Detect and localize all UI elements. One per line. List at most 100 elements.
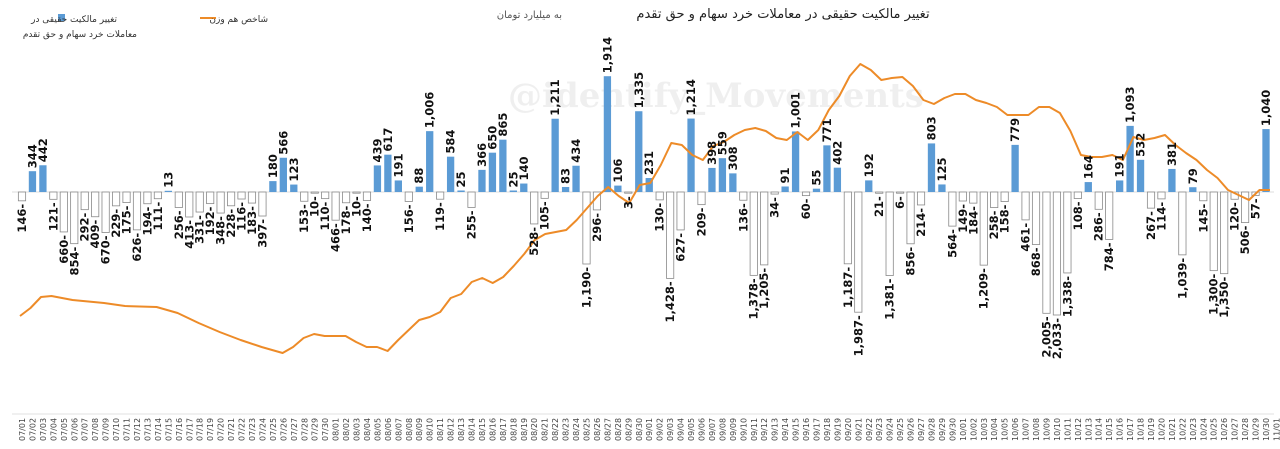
x-tick-label: 10/23 <box>1189 418 1198 441</box>
bar-value-label: 267- <box>1144 211 1158 240</box>
x-tick-label: 08/02 <box>342 418 351 441</box>
bar-value-label: 1,001 <box>789 92 803 128</box>
bar <box>478 169 486 192</box>
index-line-path <box>19 63 1270 354</box>
x-tick-label: 07/01 <box>18 418 27 441</box>
x-tick-label: 07/26 <box>279 418 288 441</box>
x-tick-label: 08/23 <box>562 418 571 441</box>
bar <box>91 191 100 218</box>
x-tick-label: 09/18 <box>823 418 832 441</box>
bar <box>823 145 831 192</box>
x-tick-label: 07/19 <box>206 418 215 441</box>
bar <box>520 183 528 192</box>
x-tick-label: 08/28 <box>614 418 623 441</box>
bar <box>1241 191 1250 224</box>
bar <box>122 191 131 203</box>
bar <box>1146 191 1156 209</box>
bar-value-label: 1,378- <box>747 278 761 319</box>
bar-value-label: 83 <box>559 168 573 184</box>
bar-value-label: 409- <box>88 220 102 249</box>
bar <box>436 191 445 200</box>
bar-value-label: 413- <box>182 220 196 249</box>
x-tick-label: 07/21 <box>227 418 236 441</box>
x-tick-label: 10/25 <box>1210 418 1219 441</box>
x-tick-label: 08/09 <box>415 418 424 441</box>
bar <box>687 118 695 192</box>
bar <box>708 167 716 192</box>
bar-value-label: 617 <box>381 128 395 152</box>
legend-line-label: شاخص هم وزن <box>209 15 268 25</box>
bar <box>979 191 988 266</box>
bar <box>875 191 884 194</box>
bar-value-label: 1,914 <box>600 37 614 73</box>
bar-value-label: 191 <box>1113 153 1127 177</box>
x-tick-label: 09/13 <box>771 418 780 441</box>
x-tick-label: 09/29 <box>938 418 947 441</box>
bar <box>310 191 319 194</box>
bar-value-label: 381 <box>1165 142 1179 166</box>
x-tick-label: 10/05 <box>1001 418 1010 441</box>
x-tick-label: 09/14 <box>781 418 790 441</box>
bar-value-label: 856- <box>904 247 918 276</box>
bar <box>509 190 517 192</box>
bar-value-label: 564- <box>945 229 959 258</box>
bar-value-labels: 146-344442121-660-854-292-409-670-229-17… <box>15 37 1273 359</box>
bar-value-label: 296- <box>590 213 604 242</box>
bar-value-label: 175- <box>120 205 134 234</box>
bar <box>655 191 664 201</box>
bar <box>247 191 257 204</box>
bar-value-label: 779 <box>1008 118 1022 142</box>
bar <box>865 180 873 192</box>
x-tick-label: 07/20 <box>217 418 226 441</box>
bar <box>112 191 121 207</box>
bar-value-label: 255- <box>465 210 479 239</box>
bar-value-label: 145- <box>1196 204 1210 233</box>
bar <box>1042 191 1051 314</box>
bar <box>1052 191 1061 316</box>
x-tick-label: 09/21 <box>854 418 863 441</box>
x-tick-label: 07/22 <box>238 418 247 441</box>
bar <box>216 191 225 214</box>
bar-value-label: 532 <box>1134 133 1148 157</box>
bar <box>1136 159 1145 192</box>
bar-value-label: 105- <box>538 201 552 230</box>
x-tick-label: 08/29 <box>624 418 633 441</box>
bar-value-label: 178- <box>339 206 353 235</box>
x-tick-label: 10/03 <box>980 418 989 441</box>
bar <box>101 191 110 233</box>
x-tick-label: 10/16 <box>1116 418 1125 441</box>
bar-value-label: 2,033- <box>1050 318 1064 359</box>
bar <box>132 191 142 231</box>
bar-value-label: 13 <box>161 172 175 188</box>
bar-value-label: 180 <box>266 154 280 178</box>
x-tick-label: 10/28 <box>1241 418 1250 441</box>
x-tick-label: 08/30 <box>635 418 644 441</box>
x-tick-label: 10/17 <box>1126 418 1135 441</box>
bar <box>49 191 58 200</box>
bar-value-label: 60- <box>799 198 813 219</box>
bar-value-label: 1,006 <box>423 92 437 128</box>
bar-value-label: 57- <box>1249 198 1263 219</box>
bar-value-label: 123 <box>287 158 301 182</box>
x-tick-label: 08/03 <box>353 418 362 441</box>
bar-value-label: 258- <box>987 210 1001 239</box>
x-tick-label: 07/28 <box>300 418 309 441</box>
x-tick-label: 08/26 <box>593 418 602 441</box>
bar-value-label: 149- <box>956 204 970 233</box>
bar-value-label: 308 <box>726 146 740 170</box>
bar-value-label: 119- <box>433 202 447 231</box>
bar-value-label: 1,093 <box>1123 86 1137 122</box>
x-tick-label: 08/04 <box>363 418 372 441</box>
x-tick-label: 10/18 <box>1137 418 1146 441</box>
watermark: @identify_Movements <box>508 76 924 116</box>
x-tick-label: 08/22 <box>551 418 560 441</box>
bar <box>174 191 183 208</box>
bar-value-label: 25 <box>454 171 468 187</box>
bar <box>404 191 413 202</box>
x-tick-label: 07/30 <box>321 418 330 441</box>
bar-value-label: 6- <box>893 196 907 209</box>
bar-value-label: 1,209- <box>977 268 991 309</box>
bar <box>1189 187 1197 192</box>
bar <box>843 191 852 265</box>
